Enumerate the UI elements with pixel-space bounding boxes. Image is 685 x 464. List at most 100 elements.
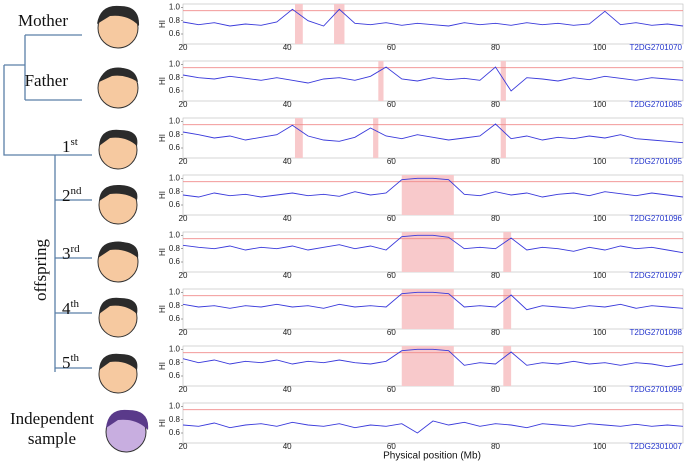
x-axis-label: Physical position (Mb) (383, 451, 481, 462)
x-tick-label: 80 (491, 271, 500, 280)
sample-id: T2DG2701085 (630, 100, 683, 109)
x-tick-label: 20 (179, 442, 188, 451)
hi-line (182, 420, 684, 434)
x-tick-label: 20 (179, 214, 188, 223)
x-tick-label: 20 (179, 328, 188, 337)
highlight-region (373, 118, 379, 158)
panels: 0.6 0.8 1.0 HI 20 40 60 80 100 T2DG2701070 0.6 0.8 1… (158, 2, 684, 451)
highlight-region (500, 61, 506, 101)
panel: 0.6 0.8 1.0 HI 20 40 60 80 100 T2DG2301007 (158, 401, 684, 451)
y-tick-label: 0.6 (169, 86, 181, 95)
y-tick-label: 0.8 (169, 187, 181, 196)
plot-frame (182, 60, 684, 102)
panel: 0.6 0.8 1.0 HI 20 40 60 80 100 T2DG2701099 (158, 344, 684, 394)
x-tick-label: 40 (283, 100, 292, 109)
x-tick-label: 60 (387, 271, 396, 280)
x-tick-label: 40 (283, 385, 292, 394)
x-tick-label: 20 (179, 43, 188, 52)
x-tick-label: 100 (593, 214, 607, 223)
offspring-suffix: rd (71, 243, 81, 255)
highlight-region (503, 289, 512, 329)
hi-line (182, 291, 684, 311)
panel: 0.6 0.8 1.0 HI 20 40 60 80 100 T2DG2701098 (158, 287, 684, 337)
plot-frame (182, 117, 684, 159)
panel: 0.6 0.8 1.0 HI 20 40 60 80 100 T2DG2701097 (158, 230, 684, 280)
x-tick-label: 60 (387, 100, 396, 109)
x-tick-label: 60 (387, 328, 396, 337)
parent-label: Father (25, 71, 69, 90)
x-tick-label: 80 (491, 43, 500, 52)
y-axis-label: HI (158, 20, 167, 28)
x-tick-label: 60 (387, 214, 396, 223)
x-tick-label: 80 (491, 385, 500, 394)
y-tick-label: 0.8 (169, 16, 181, 25)
sample-id: T2DG2701097 (630, 271, 683, 280)
y-tick-label: 1.0 (169, 2, 181, 11)
offspring-number: 3 (62, 244, 71, 263)
highlight-region (378, 61, 384, 101)
x-tick-label: 40 (283, 328, 292, 337)
offspring-label: 5th (62, 352, 80, 372)
group-label: offspring (31, 238, 50, 301)
y-tick-label: 1.0 (169, 116, 181, 125)
highlight-region (294, 118, 303, 158)
offspring-label: 3rd (62, 243, 80, 263)
offspring-label: 2nd (62, 185, 82, 205)
x-tick-label: 40 (283, 442, 292, 451)
y-axis-label: HI (158, 248, 167, 256)
x-tick-label: 60 (387, 43, 396, 52)
x-tick-label: 80 (491, 100, 500, 109)
x-tick-label: 80 (491, 157, 500, 166)
y-tick-label: 0.8 (169, 301, 181, 310)
y-tick-label: 0.6 (169, 29, 181, 38)
sample-id: T2DG2301007 (630, 442, 683, 451)
x-tick-label: 40 (283, 271, 292, 280)
y-tick-label: 0.6 (169, 257, 181, 266)
hi-line (182, 123, 684, 144)
y-tick-label: 0.8 (169, 358, 181, 367)
offspring-number: 2 (62, 186, 71, 205)
y-axis-label: HI (158, 419, 167, 427)
y-axis-label: HI (158, 362, 167, 370)
highlight-region (500, 118, 506, 158)
y-tick-label: 0.8 (169, 415, 181, 424)
hi-line (182, 8, 684, 27)
sample-id: T2DG2701070 (630, 43, 683, 52)
hi-line (182, 66, 684, 92)
x-tick-label: 100 (593, 385, 607, 394)
highlight-region (401, 289, 454, 329)
highlight-region (401, 346, 454, 386)
panel: 0.6 0.8 1.0 HI 20 40 60 80 100 T2DG2701096 (158, 173, 684, 223)
x-tick-label: 20 (179, 157, 188, 166)
panel: 0.6 0.8 1.0 HI 20 40 60 80 100 T2DG2701070 (158, 2, 684, 52)
sample-id: T2DG2701096 (630, 214, 683, 223)
offspring-suffix: nd (71, 185, 83, 197)
y-tick-label: 1.0 (169, 230, 181, 239)
offspring-suffix: st (71, 136, 78, 148)
x-tick-label: 80 (491, 214, 500, 223)
offspring-number: 4 (62, 299, 71, 318)
faces (97, 5, 149, 453)
panel: 0.6 0.8 1.0 HI 20 40 60 80 100 T2DG2701085 (158, 59, 684, 109)
highlight-region (503, 232, 512, 272)
y-tick-label: 0.6 (169, 428, 181, 437)
hi-line (182, 234, 684, 254)
y-axis-label: HI (158, 77, 167, 85)
x-tick-label: 100 (593, 100, 607, 109)
x-tick-label: 100 (593, 442, 607, 451)
offspring-suffix: th (71, 352, 80, 364)
highlight-region (401, 232, 454, 272)
x-tick-label: 40 (283, 157, 292, 166)
panel: 0.6 0.8 1.0 HI 20 40 60 80 100 T2DG2701095 (158, 116, 684, 166)
y-tick-label: 1.0 (169, 401, 181, 410)
parent-label: Mother (18, 11, 68, 30)
highlight-region (503, 346, 512, 386)
plot-frame (182, 402, 684, 444)
x-tick-label: 100 (593, 157, 607, 166)
y-tick-label: 1.0 (169, 173, 181, 182)
y-tick-label: 0.8 (169, 130, 181, 139)
highlight-region (401, 175, 454, 215)
sample-id: T2DG2701095 (630, 157, 683, 166)
